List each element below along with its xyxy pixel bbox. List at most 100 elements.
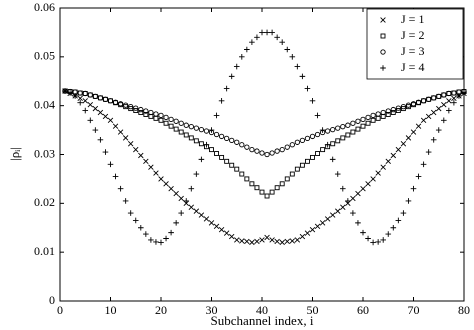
point [385,112,391,117]
point [395,146,402,153]
point [102,113,109,120]
point [441,92,447,98]
point [249,181,255,187]
point [274,34,280,41]
point [193,208,200,214]
point [299,162,305,168]
point [304,135,311,142]
point [244,46,250,53]
point [168,229,174,236]
point [173,190,179,197]
point [370,239,376,246]
point [209,147,214,153]
legend-label: J = 4 [401,60,424,74]
y-tick-label: 0.06 [34,0,55,14]
point [87,92,93,98]
point [127,141,134,147]
point [158,176,164,182]
point [264,193,270,199]
point [143,112,149,117]
point [395,108,401,114]
y-tick-label: 0.03 [34,146,55,160]
point [178,120,184,126]
legend-label: J = 1 [401,12,424,26]
point [229,137,235,143]
point [218,97,225,104]
point [107,117,114,124]
point [239,238,245,244]
point [62,88,68,94]
point [148,109,154,116]
point [441,117,447,124]
point [324,128,331,134]
point [153,115,159,121]
point [153,111,159,117]
point [77,90,83,96]
point [269,150,275,156]
point [259,189,265,195]
point [269,237,275,243]
point [294,237,301,243]
point [385,108,391,114]
point [355,118,361,124]
point [289,142,295,148]
point [329,212,336,218]
point [87,101,94,108]
point [138,152,144,159]
point [127,210,134,216]
point [158,239,164,246]
point [77,99,83,106]
point [112,99,119,105]
point [92,93,99,100]
point [223,230,230,236]
point [375,111,381,117]
point [229,162,235,168]
point [92,105,99,112]
point [107,161,114,168]
point [218,226,225,233]
point [334,171,341,177]
point [279,181,285,187]
point [264,151,270,158]
y-axis-label: |ρᵢ| [7,147,22,161]
point [214,151,220,156]
point [117,101,124,107]
point [299,137,306,143]
point [441,101,447,108]
point [82,107,89,114]
point [335,208,341,214]
point [446,107,452,114]
point [82,90,88,97]
point [390,152,397,159]
point [249,39,255,45]
point [264,29,270,36]
point [198,126,205,133]
point [153,239,159,245]
point [365,120,371,126]
point [219,154,225,160]
point [67,90,73,96]
point [350,120,356,126]
point [183,132,189,138]
point [239,142,245,148]
point [430,109,437,116]
point [239,171,245,177]
point [294,139,300,145]
point [340,185,346,192]
point [415,173,422,180]
point [234,139,240,145]
point [335,138,341,144]
point [163,181,169,187]
point [198,212,205,218]
point [380,109,386,116]
point [163,120,169,126]
point [435,127,442,133]
x-tick-label: 70 [408,303,420,317]
point [117,185,124,192]
point [233,63,240,70]
point [213,223,220,230]
point [188,204,195,210]
point [138,106,144,113]
point [223,135,230,142]
point [234,166,240,172]
